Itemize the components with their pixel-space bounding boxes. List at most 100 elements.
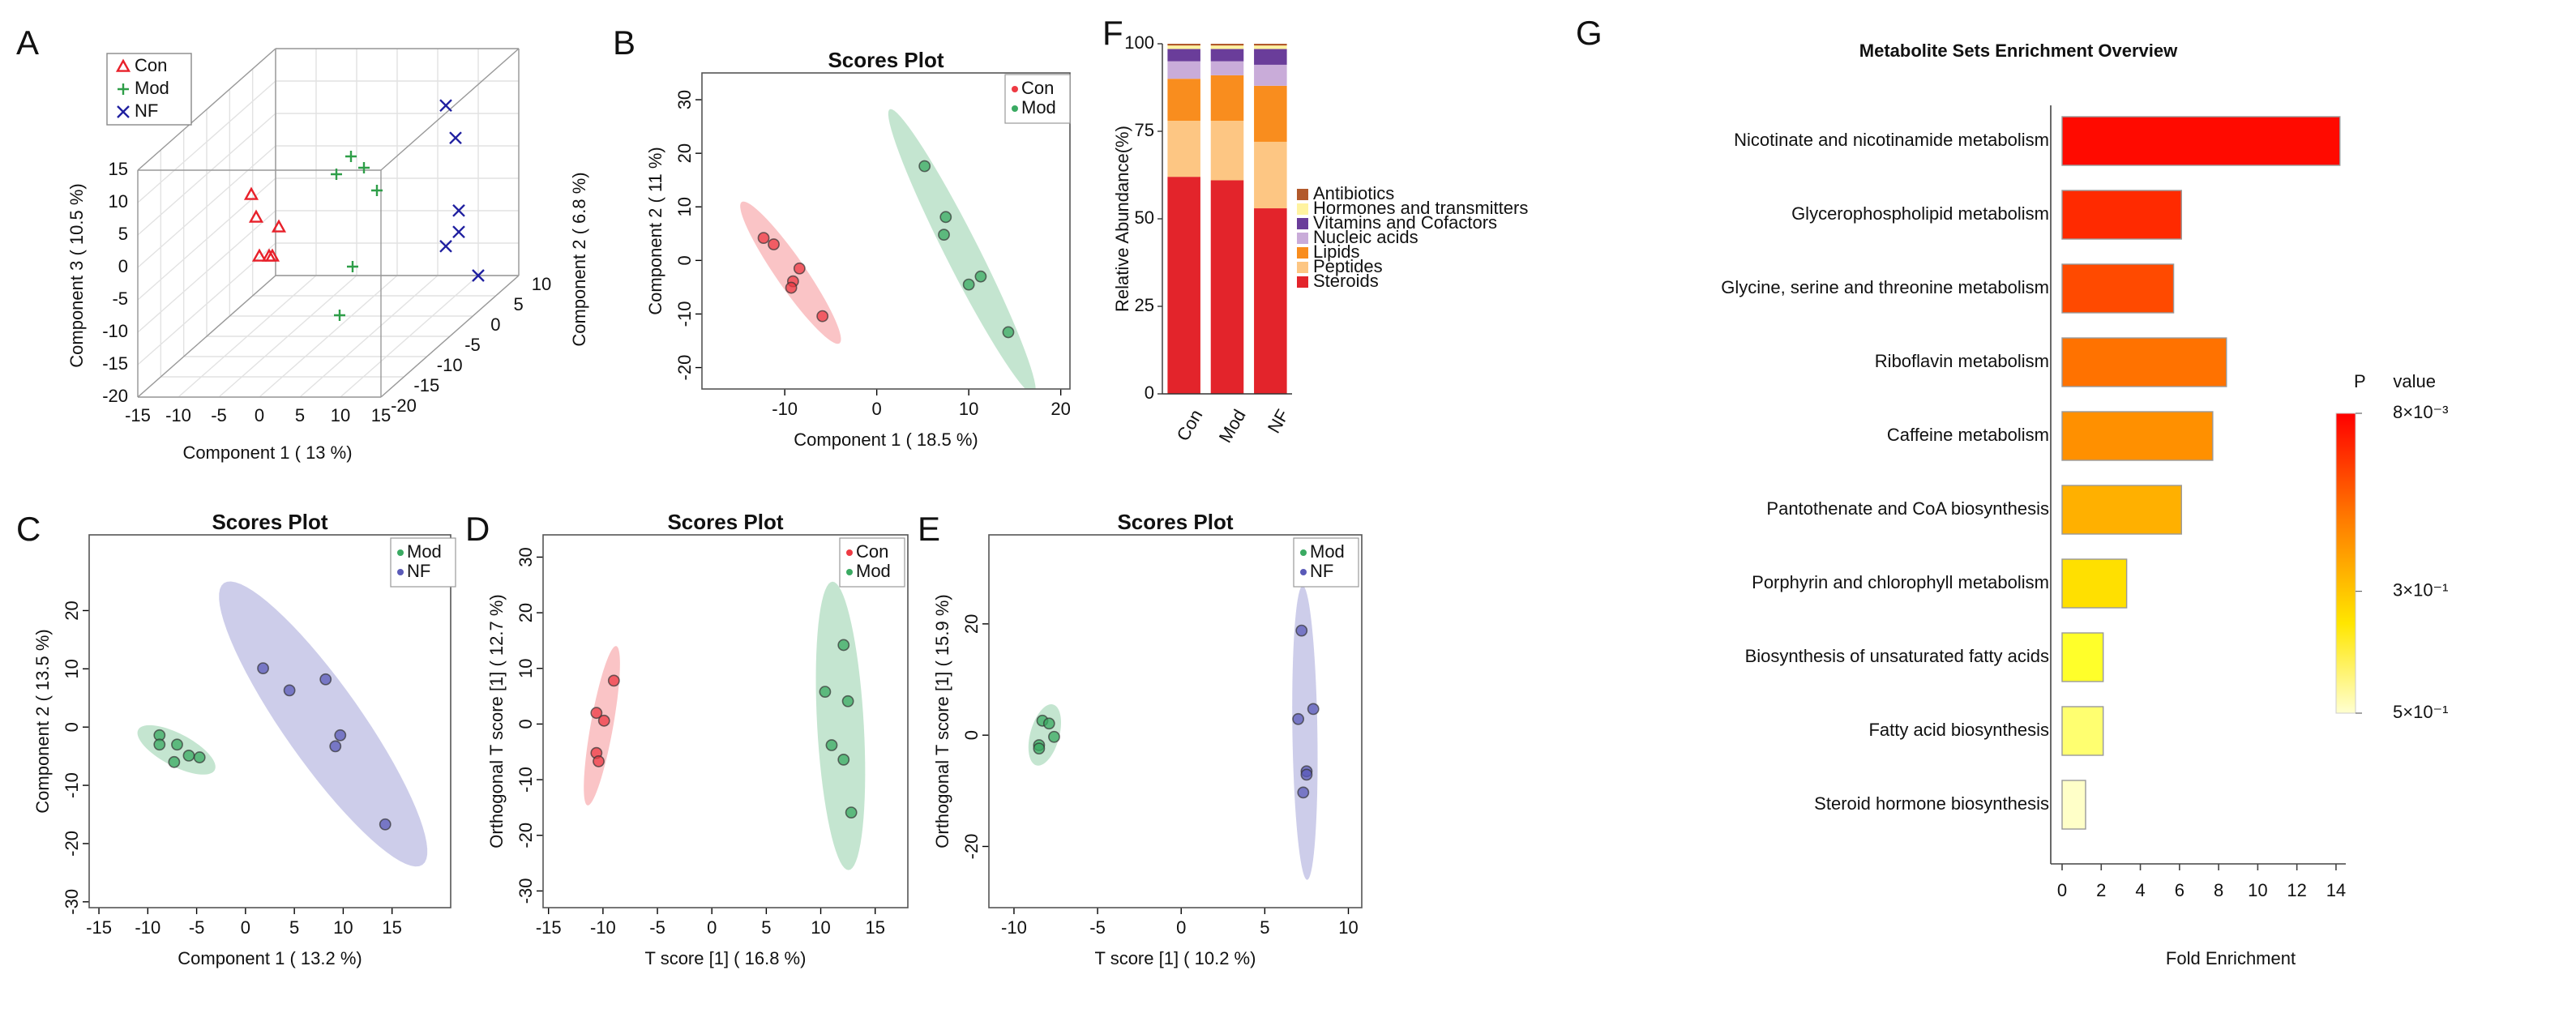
- legend-marker: [397, 549, 404, 556]
- x-tick-label: -10: [772, 399, 798, 419]
- bar-segment: [1167, 79, 1200, 122]
- legend-label: Mod: [407, 541, 442, 562]
- x-tick-label: 12: [2287, 880, 2306, 900]
- point: [597, 714, 610, 727]
- legend-marker: [846, 569, 853, 575]
- legend-label: Mod: [1021, 97, 1056, 118]
- point: [182, 750, 195, 762]
- point: [785, 281, 798, 294]
- confidence-ellipse: [740, 201, 841, 344]
- legend-label: NF: [407, 561, 430, 581]
- point: [171, 738, 183, 751]
- x-tick-label: 5: [1260, 917, 1269, 938]
- y-tick-label: -20: [674, 355, 695, 381]
- point: [768, 238, 780, 250]
- y-axis-label: Component 2 ( 6.8 %): [569, 172, 589, 346]
- bar: [2061, 263, 2175, 314]
- point: [593, 755, 605, 767]
- x-tick-label: 4: [2135, 880, 2145, 900]
- z-grid-line: [137, 113, 276, 236]
- legend-marker: [117, 105, 130, 118]
- point: [974, 270, 987, 283]
- x-tick-label: -5: [649, 917, 665, 938]
- plot-area: [1028, 585, 1320, 880]
- point: [243, 186, 259, 200]
- z-grid-line: [137, 145, 276, 268]
- bar: [2061, 337, 2227, 387]
- x-tick-label: 0: [241, 917, 250, 938]
- y-tick-label: -20: [62, 831, 82, 857]
- point: [918, 160, 931, 173]
- x-tick-label: 0: [2057, 880, 2067, 900]
- point: [331, 169, 342, 180]
- x-tick-label: 2: [2096, 880, 2106, 900]
- colorbar-tick-label: 8×10⁻³: [2393, 402, 2449, 422]
- z-tick-label: 0: [118, 256, 128, 276]
- panel-letter: G: [1576, 14, 1603, 52]
- bar: [2061, 411, 2214, 461]
- category-label: Riboflavin metabolism: [1875, 351, 2049, 371]
- colorbar-tick-label: 3×10⁻¹: [2393, 579, 2449, 600]
- plot-frame: [542, 534, 909, 908]
- bar: [2061, 780, 2086, 830]
- y-tick-label: 0: [1145, 383, 1154, 403]
- x-axis-label: Component 1 ( 18.5 %): [794, 430, 978, 450]
- x-tick-label: 15: [865, 917, 884, 938]
- y-tick-label: 20: [516, 603, 536, 622]
- point: [452, 203, 465, 217]
- z-tick-label: -20: [102, 386, 128, 406]
- chart-title: Scores Plot: [667, 510, 783, 534]
- y-tick-label: -20: [516, 823, 536, 848]
- point: [1292, 712, 1305, 725]
- x-tick-label: Mod: [1215, 406, 1250, 447]
- point: [371, 185, 383, 196]
- y-axis-label: Relative Abundance(%): [1112, 126, 1132, 312]
- legend-swatch: [1297, 276, 1308, 288]
- point: [841, 695, 854, 707]
- y-tick-label: 10: [532, 274, 551, 294]
- legend-label: Steroids: [1313, 271, 1379, 291]
- point: [257, 662, 269, 674]
- category-label: Biosynthesis of unsaturated fatty acids: [1745, 646, 2049, 666]
- point: [1048, 730, 1060, 743]
- y-tick-label: 10: [674, 197, 695, 216]
- point: [449, 131, 462, 145]
- panel-letter: A: [16, 24, 39, 62]
- confidence-ellipse: [219, 581, 428, 867]
- panel-letter: E: [918, 510, 940, 548]
- y-tick-label: -10: [62, 772, 82, 798]
- z-axis-label: Component 3 ( 10.5 %): [66, 183, 87, 367]
- point: [837, 753, 850, 766]
- chart-title: Scores Plot: [212, 510, 327, 534]
- category-label: Fatty acid biosynthesis: [1868, 720, 2049, 740]
- bar-segment: [1210, 44, 1244, 46]
- point: [452, 225, 465, 239]
- confidence-ellipse: [888, 109, 1036, 389]
- legend-label: Hormones and transmitters: [1313, 198, 1528, 218]
- x-tick-label: -5: [211, 405, 227, 425]
- legend-box: [390, 537, 456, 588]
- chart-title: Metabolite Sets Enrichment Overview: [1859, 41, 2178, 61]
- legend-label: Lipids: [1313, 241, 1359, 262]
- y-tick-label: 0: [490, 314, 500, 335]
- bar-segment: [1210, 180, 1244, 395]
- point: [939, 211, 952, 224]
- y-tick-label: 0: [674, 255, 695, 265]
- y-tick-label: -30: [516, 878, 536, 904]
- plot-frame: [88, 534, 451, 908]
- y-tick-label: -10: [437, 355, 463, 375]
- legend-swatch: [1297, 247, 1308, 259]
- z-grid-line: [137, 80, 276, 203]
- x-tick-label: 6: [2175, 880, 2184, 900]
- legend-box: [1004, 74, 1071, 124]
- y-tick-label: 30: [674, 90, 695, 109]
- category-label: Glycine, serine and threonine metabolism: [1721, 277, 2049, 297]
- confidence-ellipse: [815, 581, 866, 870]
- point: [590, 707, 603, 720]
- x-tick-label: 15: [382, 917, 401, 938]
- x-tick-label: 10: [959, 399, 978, 419]
- y-tick-label: 20: [62, 601, 82, 620]
